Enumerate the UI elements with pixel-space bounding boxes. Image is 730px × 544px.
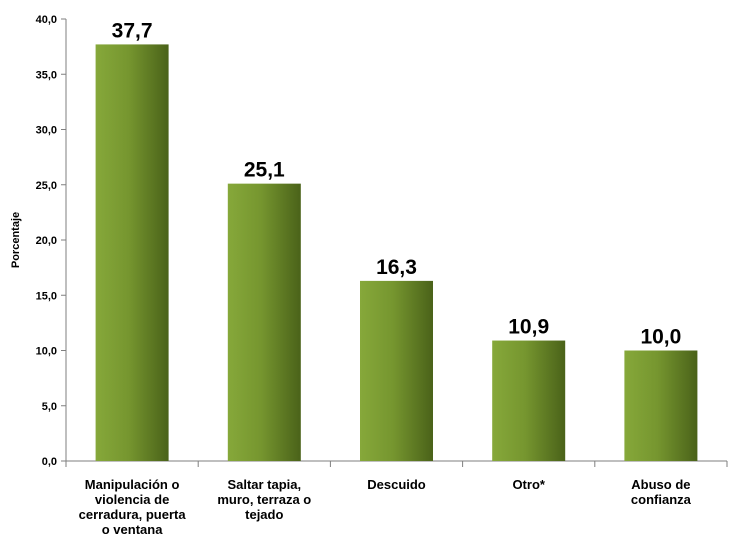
category-label: Descuido: [367, 477, 426, 492]
bar: [227, 183, 301, 461]
data-label: 25,1: [244, 159, 285, 182]
y-tick-label: 5,0: [42, 401, 57, 413]
category-label-line: Otro*: [512, 477, 545, 492]
category-label-line: Manipulación o: [85, 477, 180, 492]
y-tick-label: 20,0: [36, 235, 57, 247]
bar: [492, 340, 566, 461]
y-tick-label: 30,0: [36, 125, 57, 137]
category-label-line: cerradura, puerta: [79, 507, 187, 522]
category-label-line: o ventana: [102, 522, 163, 537]
data-label: 16,3: [376, 256, 417, 279]
category-label-line: tejado: [245, 507, 283, 522]
y-tick-label: 25,0: [36, 180, 57, 192]
data-label: 37,7: [112, 19, 153, 42]
category-label-line: Descuido: [367, 477, 426, 492]
category-label-line: Saltar tapia,: [227, 477, 301, 492]
axes: 0,0 5,0 10,0 15,0 20,0 25,0 30,0 35,0 40,0: [36, 14, 728, 468]
category-label-line: Abuso de: [631, 477, 690, 492]
y-tick-label: 0,0: [42, 456, 57, 468]
category-label: Saltar tapia, muro, terraza o tejado: [217, 477, 311, 522]
category-label: Manipulación o violencia de cerradura, pue…: [79, 477, 187, 537]
category-label-line: violencia de: [95, 492, 169, 507]
bar: [95, 44, 169, 461]
y-tick-label: 40,0: [36, 14, 57, 26]
y-tick-label: 35,0: [36, 69, 57, 81]
bar: [360, 280, 433, 461]
y-tick-label: 10,0: [36, 346, 57, 358]
category-label: Otro*: [512, 477, 545, 492]
category-label-line: muro, terraza o: [217, 492, 311, 507]
category-label: Abuso de confianza: [631, 477, 692, 507]
y-axis-title: Porcentaje: [10, 212, 22, 268]
labels: 37,7 Manipulación o violencia de cerradura,…: [79, 19, 692, 537]
bars: [95, 44, 698, 461]
bar: [624, 350, 698, 461]
y-tick-label: 15,0: [36, 290, 57, 302]
category-label-line: confianza: [631, 492, 692, 507]
data-label: 10,0: [640, 326, 681, 349]
data-label: 10,9: [508, 316, 549, 339]
